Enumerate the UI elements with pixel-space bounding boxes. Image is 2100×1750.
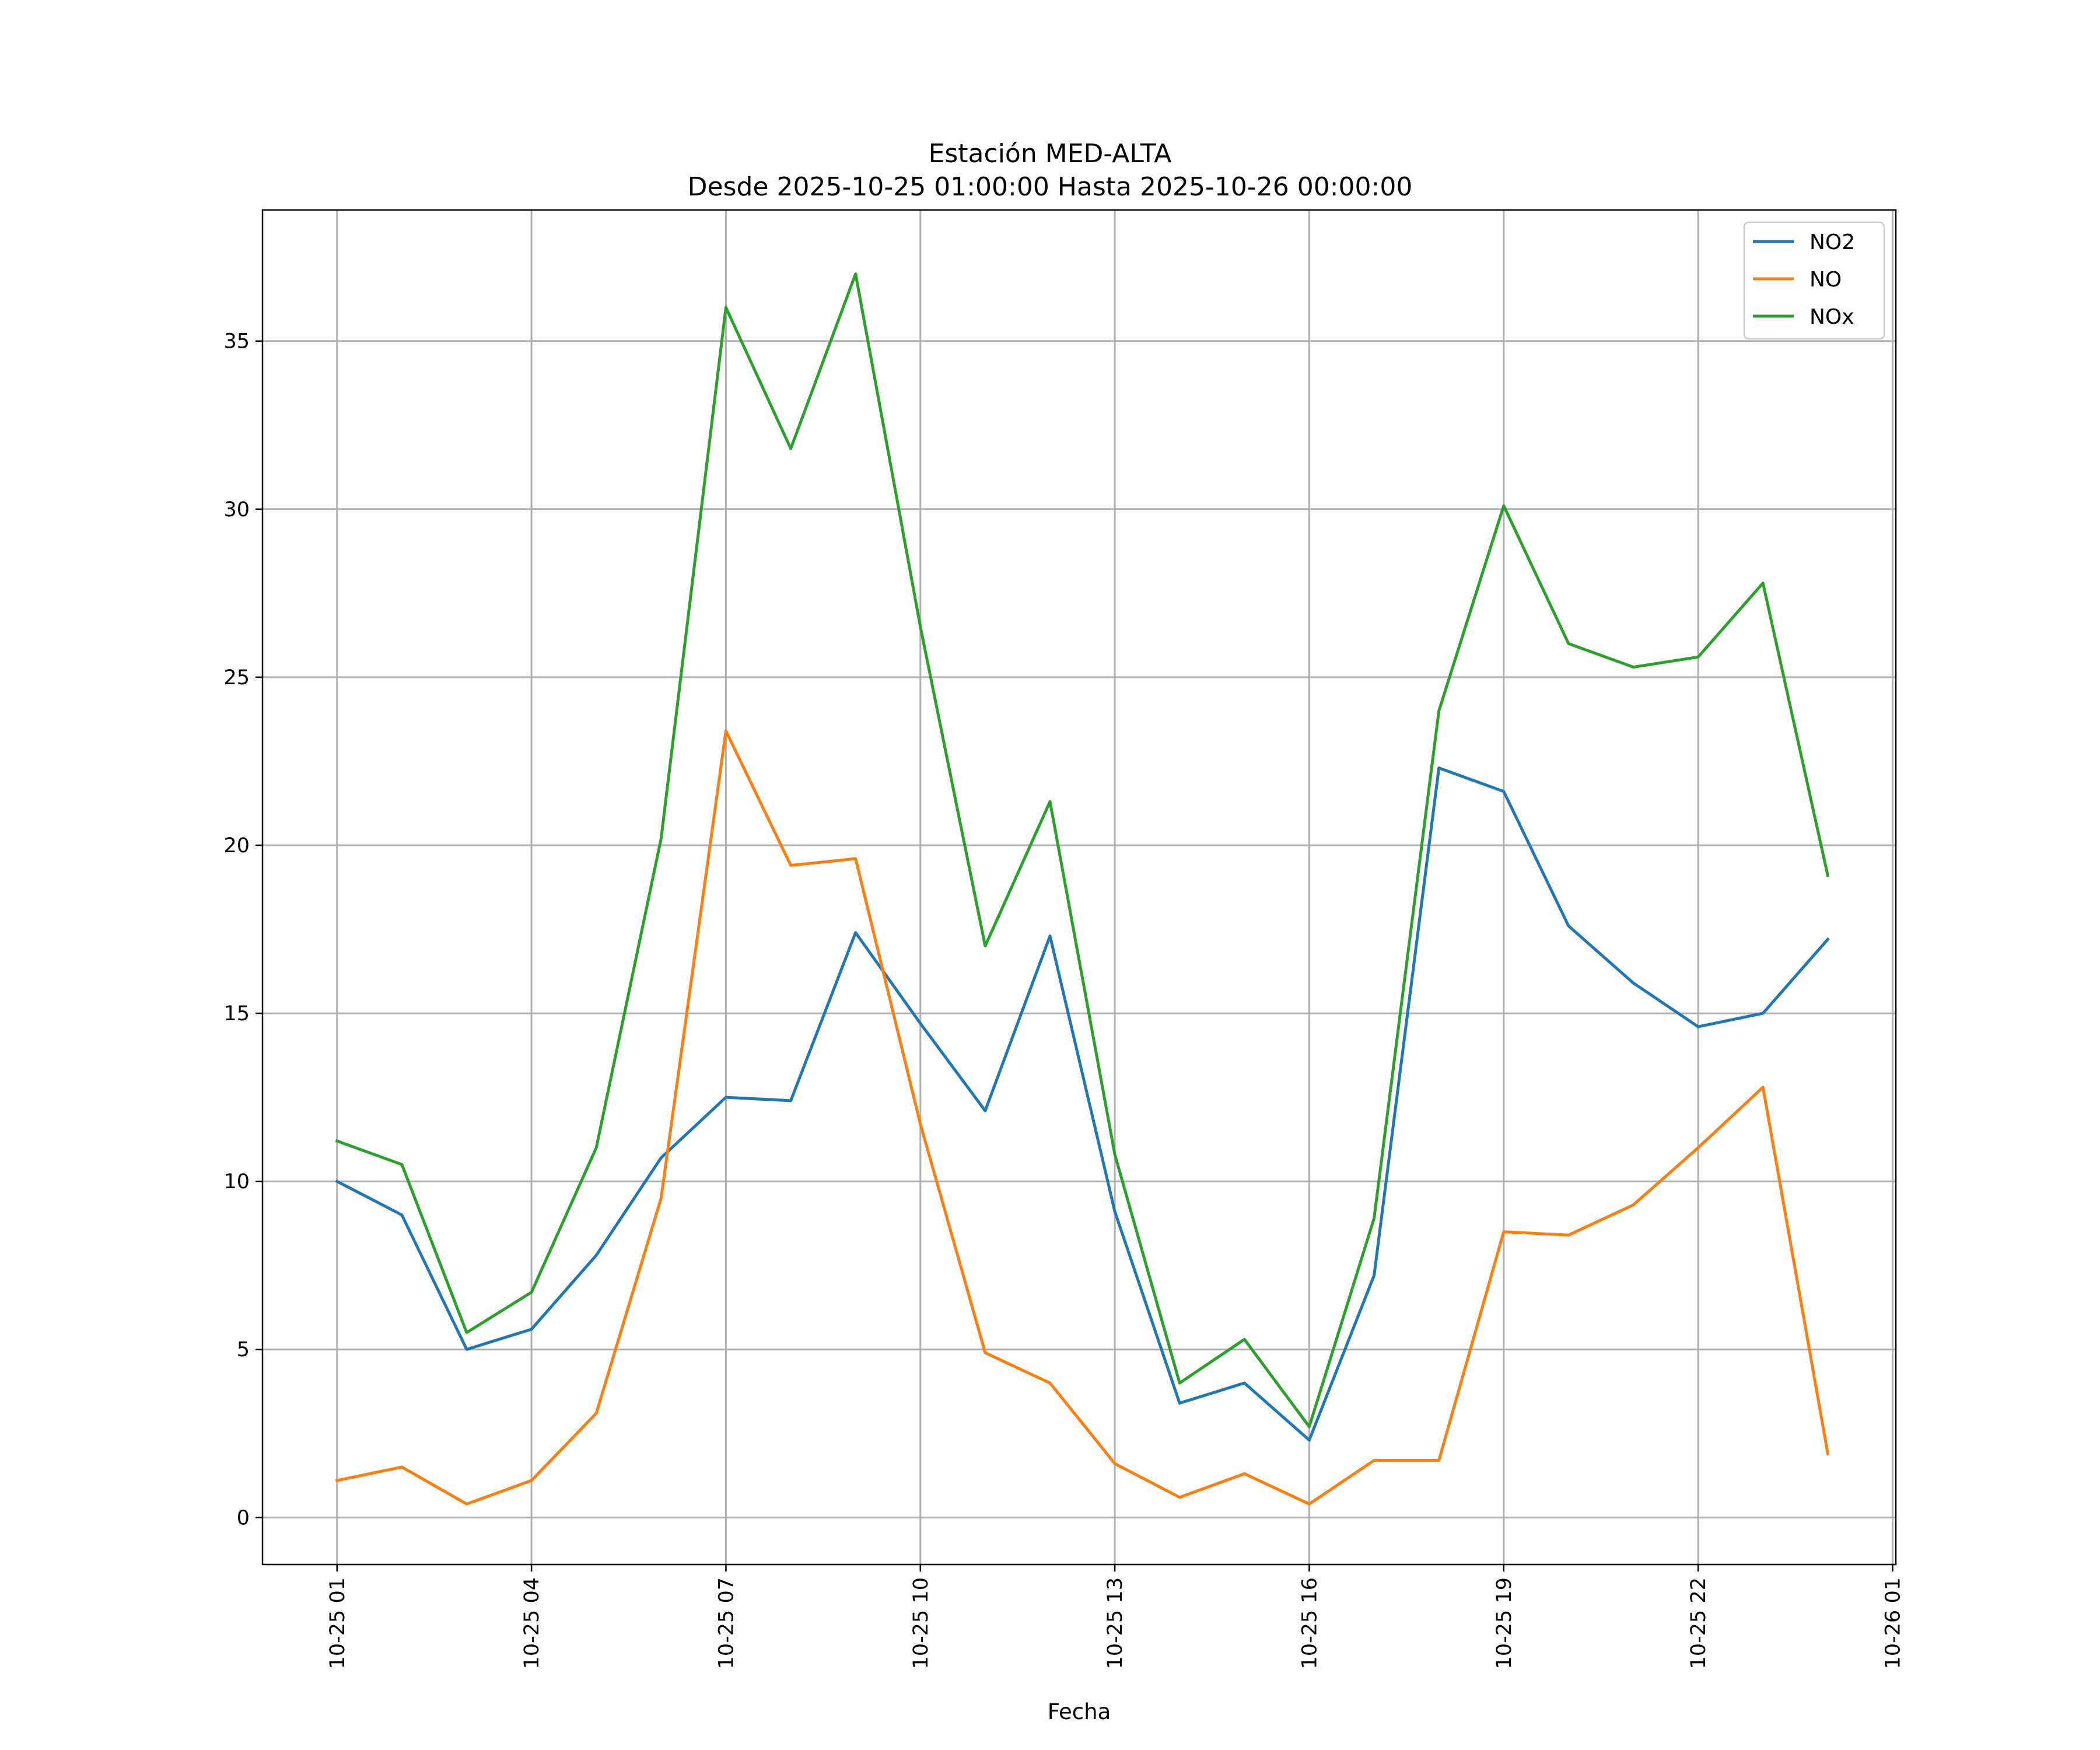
series-line-nox [335, 272, 1830, 1429]
legend-label-no: NO [1810, 268, 1842, 292]
x-tick-label: 10-25 01 [326, 1577, 349, 1669]
x-tick-label: 10-25 19 [1493, 1577, 1516, 1669]
x-axis-label: Fecha [1048, 1699, 1111, 1724]
series-line-no2 [335, 766, 1830, 1442]
series-line-no [335, 729, 1830, 1506]
x-tick-label: 10-25 04 [520, 1577, 544, 1669]
chart-title: Estación MED-ALTA [929, 139, 1172, 169]
chart-subtitle: Desde 2025-10-25 01:00:00 Hasta 2025-10-… [688, 172, 1413, 202]
y-tick-label: 20 [223, 834, 250, 858]
y-tick-label: 15 [223, 1002, 250, 1026]
y-tick-label: 25 [223, 666, 250, 690]
legend-label-nox: NOx [1810, 305, 1854, 329]
y-tick-label: 0 [237, 1506, 250, 1530]
series-lines [335, 272, 1830, 1506]
x-tick-label: 10-25 10 [909, 1577, 933, 1669]
x-tick-label: 10-25 16 [1298, 1577, 1321, 1669]
y-tick-label: 10 [223, 1170, 250, 1194]
legend-box [1743, 221, 1885, 340]
plot-area-frame [261, 209, 1897, 1566]
x-tick-label: 10-26 01 [1881, 1577, 1905, 1669]
grid [262, 210, 1896, 1564]
y-tick-label: 30 [223, 498, 250, 522]
x-tick-label: 10-25 13 [1104, 1577, 1127, 1669]
y-tick-label: 35 [223, 330, 250, 354]
legend: NO2 NO NOx [1743, 221, 1885, 340]
y-tick-label: 5 [237, 1338, 250, 1362]
legend-label-no2: NO2 [1810, 230, 1855, 254]
axis-ticks: 0 5 10 15 20 25 30 35 10-25 01 10-25 04 10-25 07 10… [223, 330, 1905, 1670]
x-tick-label: 10-25 22 [1687, 1577, 1710, 1669]
x-tick-label: 10-25 07 [715, 1577, 738, 1669]
